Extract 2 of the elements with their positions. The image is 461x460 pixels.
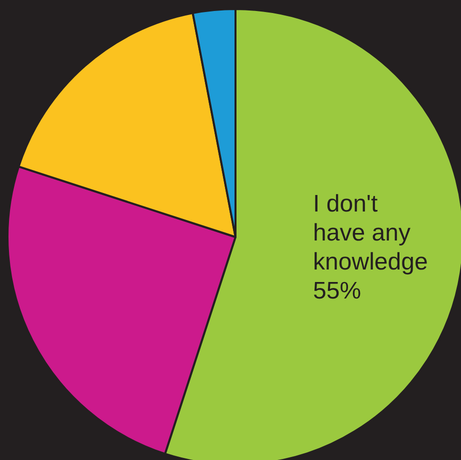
data-label: 55% [313, 278, 362, 305]
slice-label: I don't have any knowledge [313, 190, 428, 276]
